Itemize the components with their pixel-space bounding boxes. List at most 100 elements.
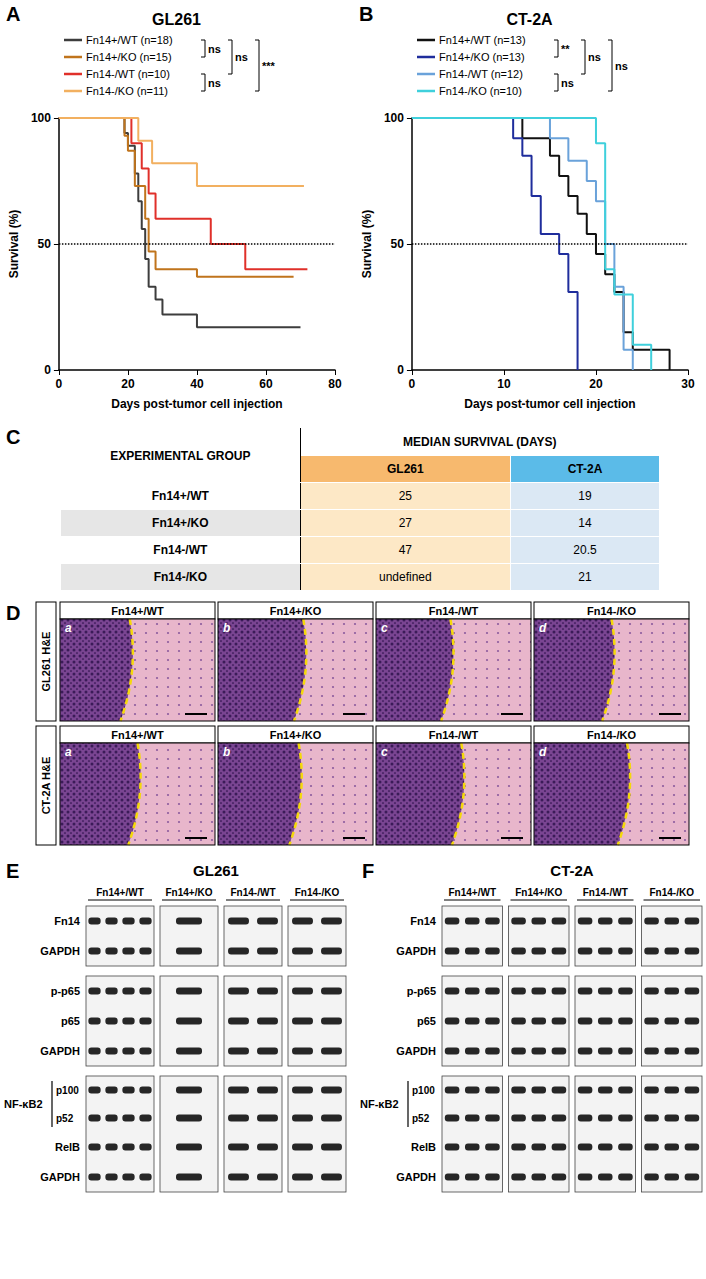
svg-text:Fn14+/KO: Fn14+/KO <box>166 887 213 898</box>
html-text:19: 19 <box>578 489 592 503</box>
svg-text:50: 50 <box>38 237 52 251</box>
svg-text:100: 100 <box>31 111 51 125</box>
svg-text:40: 40 <box>190 377 204 391</box>
svg-text:GL261: GL261 <box>193 862 239 879</box>
svg-text:30: 30 <box>681 377 695 391</box>
svg-text:60: 60 <box>259 377 273 391</box>
svg-text:NF-κB2: NF-κB2 <box>360 1098 399 1110</box>
svg-text:ns: ns <box>588 51 601 63</box>
html-text:Fn14+/WT: Fn14+/WT <box>151 489 209 503</box>
svg-text:Fn14-/KO: Fn14-/KO <box>587 605 636 617</box>
svg-text:GL261: GL261 <box>152 11 201 28</box>
svg-text:RelB: RelB <box>55 1141 80 1153</box>
svg-text:Fn14+/KO (n=15): Fn14+/KO (n=15) <box>86 51 172 63</box>
html-text:Fn14+/KO: Fn14+/KO <box>152 516 209 530</box>
svg-text:Fn14+/KO: Fn14+/KO <box>270 729 322 741</box>
svg-text:d: d <box>539 745 547 759</box>
svg-text:Fn14-/KO (n=10): Fn14-/KO (n=10) <box>439 85 522 97</box>
svg-text:Fn14: Fn14 <box>410 915 437 927</box>
svg-text:Fn14+/KO: Fn14+/KO <box>270 605 322 617</box>
svg-text:Fn14+/WT: Fn14+/WT <box>111 605 164 617</box>
svg-text:p-p65: p-p65 <box>51 985 80 997</box>
svg-text:ns: ns <box>615 60 628 72</box>
svg-text:0: 0 <box>56 377 63 391</box>
html-text:MEDIAN SURVIVAL (DAYS): MEDIAN SURVIVAL (DAYS) <box>403 435 557 449</box>
html-text:25: 25 <box>398 489 412 503</box>
svg-text:Fn14+/WT: Fn14+/WT <box>96 887 144 898</box>
svg-text:B: B <box>359 3 373 25</box>
svg-text:Fn14-/WT: Fn14-/WT <box>429 605 479 617</box>
svg-text:Fn14+/WT: Fn14+/WT <box>448 887 496 898</box>
svg-text:Fn14+/WT (n=18): Fn14+/WT (n=18) <box>86 34 173 46</box>
html-text:GL261: GL261 <box>387 462 424 476</box>
svg-text:Fn14-/KO: Fn14-/KO <box>587 729 636 741</box>
svg-text:d: d <box>539 621 547 635</box>
svg-text:Fn14-/WT (n=12): Fn14-/WT (n=12) <box>439 68 523 80</box>
svg-text:p52: p52 <box>412 1113 430 1124</box>
svg-text:Fn14-/WT (n=10): Fn14-/WT (n=10) <box>86 68 170 80</box>
svg-text:GAPDH: GAPDH <box>396 1171 436 1183</box>
svg-text:Fn14-/KO (n=11): Fn14-/KO (n=11) <box>86 85 168 97</box>
svg-text:ns: ns <box>208 77 221 89</box>
svg-text:0: 0 <box>409 377 416 391</box>
svg-text:**: ** <box>561 43 570 55</box>
svg-text:c: c <box>381 621 388 635</box>
svg-text:E: E <box>6 860 19 882</box>
svg-text:0: 0 <box>397 363 404 377</box>
svg-text:CT-2A: CT-2A <box>506 11 553 28</box>
svg-text:a: a <box>65 745 72 759</box>
svg-text:p52: p52 <box>56 1113 74 1124</box>
svg-text:b: b <box>223 745 230 759</box>
svg-text:ns: ns <box>235 51 248 63</box>
html-text:27: 27 <box>398 516 412 530</box>
svg-text:Fn14+/KO: Fn14+/KO <box>515 887 562 898</box>
html-text:CT-2A: CT-2A <box>567 462 603 476</box>
svg-text:RelB: RelB <box>411 1141 436 1153</box>
svg-text:Fn14-/WT: Fn14-/WT <box>429 729 479 741</box>
svg-text:c: c <box>381 745 388 759</box>
svg-text:20: 20 <box>121 377 135 391</box>
svg-text:0: 0 <box>44 363 51 377</box>
svg-text:Fn14-/KO: Fn14-/KO <box>295 887 340 898</box>
svg-text:GAPDH: GAPDH <box>40 945 80 957</box>
svg-text:Fn14: Fn14 <box>54 915 81 927</box>
svg-text:CT-2A H&E: CT-2A H&E <box>40 757 52 815</box>
svg-text:Fn14-/KO: Fn14-/KO <box>650 887 695 898</box>
svg-text:10: 10 <box>497 377 511 391</box>
svg-text:80: 80 <box>328 377 342 391</box>
svg-text:Survival (%): Survival (%) <box>360 210 374 279</box>
svg-text:b: b <box>223 621 230 635</box>
svg-text:a: a <box>65 621 72 635</box>
svg-text:Fn14+/KO (n=13): Fn14+/KO (n=13) <box>439 51 525 63</box>
html-text:C: C <box>6 426 21 448</box>
svg-text:Days post-tumor cell injection: Days post-tumor cell injection <box>111 397 282 411</box>
svg-text:A: A <box>6 3 20 25</box>
svg-text:CT-2A: CT-2A <box>550 862 594 879</box>
svg-text:100: 100 <box>384 111 404 125</box>
svg-text:p-p65: p-p65 <box>407 985 436 997</box>
svg-text:p100: p100 <box>56 1085 79 1096</box>
svg-text:F: F <box>362 860 374 882</box>
svg-text:p65: p65 <box>417 1015 436 1027</box>
svg-text:Fn14+/WT: Fn14+/WT <box>111 729 164 741</box>
svg-text:50: 50 <box>391 237 405 251</box>
svg-text:***: *** <box>262 60 276 72</box>
svg-text:Survival (%): Survival (%) <box>7 210 21 279</box>
svg-text:NF-κB2: NF-κB2 <box>4 1098 43 1110</box>
svg-text:GAPDH: GAPDH <box>40 1045 80 1057</box>
svg-text:GAPDH: GAPDH <box>40 1171 80 1183</box>
svg-text:p100: p100 <box>412 1085 435 1096</box>
svg-text:Fn14-/WT: Fn14-/WT <box>231 887 276 898</box>
html-text:EXPERIMENTAL GROUP: EXPERIMENTAL GROUP <box>110 448 251 463</box>
svg-text:ns: ns <box>208 43 221 55</box>
svg-text:20: 20 <box>589 377 603 391</box>
svg-text:Fn14-/WT: Fn14-/WT <box>583 887 628 898</box>
svg-text:GL261 H&E: GL261 H&E <box>40 632 52 692</box>
svg-text:ns: ns <box>561 77 574 89</box>
svg-text:Days post-tumor cell injection: Days post-tumor cell injection <box>464 397 635 411</box>
svg-text:GAPDH: GAPDH <box>396 1045 436 1057</box>
svg-text:Fn14+/WT (n=13): Fn14+/WT (n=13) <box>439 34 526 46</box>
svg-text:GAPDH: GAPDH <box>396 945 436 957</box>
svg-text:p65: p65 <box>61 1015 80 1027</box>
svg-text:D: D <box>6 602 20 624</box>
